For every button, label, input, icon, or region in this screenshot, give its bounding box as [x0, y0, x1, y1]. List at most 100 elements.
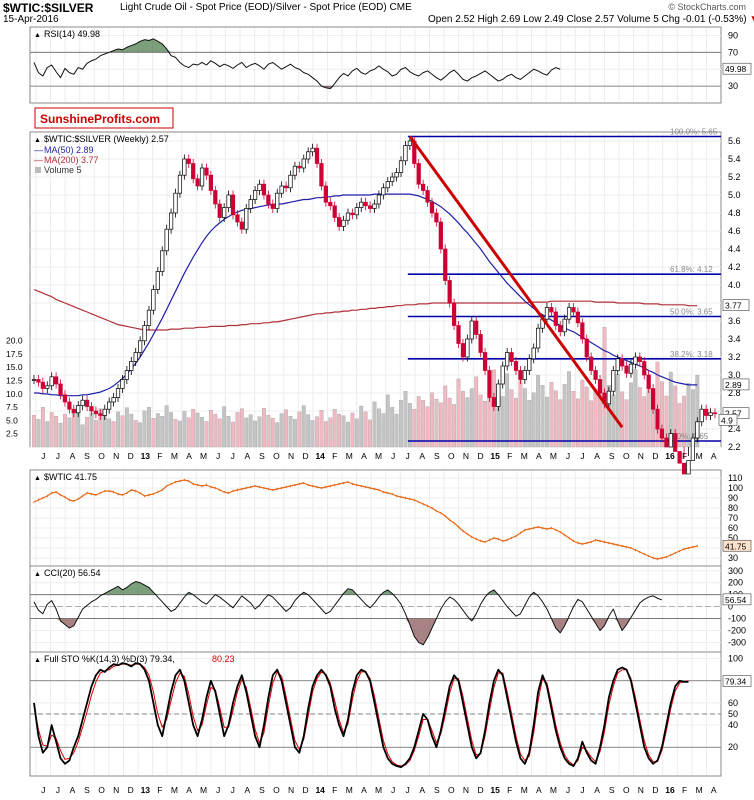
candle-body	[615, 358, 620, 371]
volume-bar	[164, 405, 169, 448]
candle-body	[138, 340, 143, 353]
volume-bar	[288, 416, 293, 448]
volume-bar	[173, 419, 178, 448]
volume-bar	[292, 419, 297, 448]
ohlc-open: Open 2.52	[428, 14, 475, 25]
candle-body	[186, 158, 191, 164]
wtic-tick-label: 90	[728, 493, 738, 503]
candle-body	[283, 185, 289, 189]
price-last-box	[722, 378, 750, 391]
ma200-legend: MA(200) 3.77	[44, 155, 99, 165]
bottom-month-label: N	[638, 785, 644, 795]
candle-body	[230, 194, 236, 216]
volume-legend-swatch	[35, 167, 41, 173]
candle-body	[31, 379, 37, 381]
candle-body	[597, 379, 603, 394]
cci-positive-fill	[34, 581, 662, 595]
candle-body	[71, 408, 76, 414]
candle-body	[394, 172, 399, 178]
bottom-month-label: A	[361, 785, 367, 795]
volume-bar	[133, 420, 138, 448]
volume-bar	[522, 388, 527, 448]
volume-bar	[469, 388, 474, 448]
bottom-month-label: N	[288, 785, 294, 795]
ohlc-high: High 2.69	[477, 14, 521, 25]
volume-bar	[301, 405, 306, 448]
volume-bar	[394, 413, 399, 448]
bottom-month-label: S	[259, 785, 265, 795]
candle-body	[474, 320, 479, 335]
candle-body	[390, 176, 395, 182]
price-tick-label: 4.6	[728, 226, 741, 236]
volume-bar	[474, 376, 479, 448]
candle-body	[482, 352, 488, 371]
candle-body	[611, 370, 616, 392]
price-month-label: A	[186, 451, 192, 461]
candle-body	[363, 201, 368, 207]
candle-body	[434, 212, 439, 223]
candle-body	[252, 190, 258, 200]
volume-bar	[505, 373, 510, 448]
bottom-month-label: M	[696, 785, 703, 795]
bottom-month-label: A	[186, 785, 192, 795]
candle-body	[407, 140, 412, 146]
volume-bar	[239, 408, 244, 448]
candle-body	[115, 388, 121, 398]
price-month-label: O	[98, 451, 105, 461]
candle-body	[376, 194, 382, 205]
volume-bar	[341, 415, 346, 448]
candle-body	[332, 205, 337, 218]
price-month-label: 16	[665, 451, 675, 461]
price-month-label: M	[346, 451, 353, 461]
price-last-value: 3.77	[725, 301, 742, 311]
bottom-month-label: 14	[315, 785, 325, 795]
volume-bar	[275, 422, 280, 448]
bottom-month-label: J	[566, 785, 570, 795]
candle-body	[447, 280, 452, 304]
candle-body	[438, 221, 443, 250]
volume-bar	[580, 379, 585, 448]
ma200-legend-swatch: —	[34, 155, 43, 165]
bottom-month-label: J	[231, 785, 235, 795]
volume-tick-label: 7.5	[6, 402, 18, 412]
panel-frame-cci	[29, 565, 722, 653]
volume-bar	[359, 405, 364, 448]
price-month-label: A	[361, 451, 367, 461]
stoch-last-value: 79.34	[725, 677, 747, 687]
candle-body	[208, 174, 213, 191]
candle-body	[544, 307, 550, 320]
bottom-month-label: M	[521, 785, 528, 795]
candle-body	[699, 408, 704, 423]
candle-body	[297, 165, 302, 169]
bottom-month-label: D	[303, 785, 309, 795]
candle-body	[690, 437, 695, 461]
price-month-label: D	[128, 451, 134, 461]
volume-bar	[558, 399, 563, 448]
candle-body	[531, 347, 536, 360]
volume-bar	[368, 419, 372, 448]
candle-body	[491, 397, 497, 407]
volume-bar	[111, 421, 116, 448]
candle-body	[677, 451, 682, 464]
price-month-label: 13	[141, 451, 151, 461]
volume-bar	[217, 418, 222, 448]
candle-body	[668, 433, 673, 448]
stoch-k-line	[33, 662, 689, 769]
candle-body	[195, 178, 200, 187]
wtic-last-value-box	[722, 539, 752, 552]
price-month-label: J	[580, 451, 584, 461]
bottom-month-label: S	[609, 785, 615, 795]
candle-body	[129, 361, 134, 371]
bottom-month-label: M	[375, 785, 382, 795]
volume-bar	[589, 400, 594, 448]
price-month-label: S	[434, 451, 440, 461]
stockcharts-brand[interactable]: © StockCharts.com	[668, 2, 746, 12]
candle-body	[270, 203, 275, 209]
candle-body	[553, 311, 558, 326]
cci-tick-label: -300	[728, 637, 746, 647]
candle-body	[226, 194, 231, 208]
volume-bar	[270, 418, 275, 448]
volume-legend: Volume 5	[44, 165, 82, 175]
fib-label: 50.0%: 3.65	[670, 308, 713, 317]
bottom-month-label: O	[273, 785, 280, 795]
